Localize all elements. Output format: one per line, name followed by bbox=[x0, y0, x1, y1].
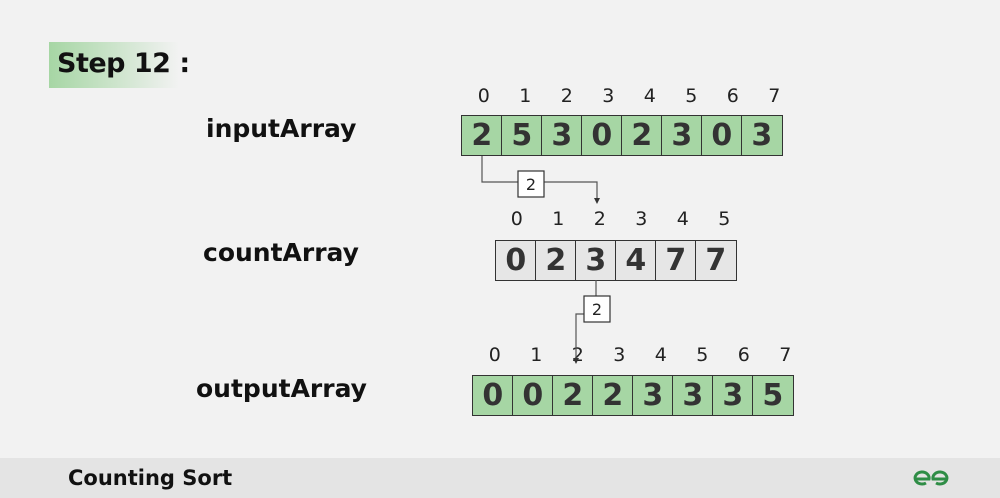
index-label: 4 bbox=[643, 85, 656, 107]
index-label: 0 bbox=[488, 344, 501, 366]
index-label: 5 bbox=[696, 344, 709, 366]
index-label: 4 bbox=[676, 208, 689, 230]
connector-2-value: 2 bbox=[592, 300, 602, 319]
footer-title: Counting Sort bbox=[68, 466, 233, 490]
array-cell: 5 bbox=[752, 375, 794, 416]
array-cell: 2 bbox=[552, 375, 594, 416]
connector-2-box bbox=[583, 295, 611, 323]
footer: Counting Sort bbox=[0, 458, 1000, 498]
index-label: 1 bbox=[519, 85, 532, 107]
array-cell: 2 bbox=[592, 375, 634, 416]
connector-1-box bbox=[517, 170, 545, 198]
input-array-label: inputArray bbox=[206, 114, 357, 143]
array-cell: 0 bbox=[472, 375, 514, 416]
index-label: 3 bbox=[602, 85, 615, 107]
connector-2-arrow bbox=[573, 358, 579, 364]
count-array-label: countArray bbox=[203, 238, 359, 267]
array-cell: 7 bbox=[655, 240, 697, 281]
index-label: 1 bbox=[530, 344, 543, 366]
index-label: 2 bbox=[593, 208, 606, 230]
index-label: 4 bbox=[654, 344, 667, 366]
array-cell: 2 bbox=[461, 115, 503, 156]
array-cell: 0 bbox=[512, 375, 554, 416]
array-cell: 3 bbox=[712, 375, 754, 416]
index-label: 5 bbox=[718, 208, 731, 230]
index-label: 2 bbox=[560, 85, 573, 107]
output-array-label: outputArray bbox=[196, 374, 367, 403]
index-label: 6 bbox=[737, 344, 750, 366]
array-cell: 3 bbox=[575, 240, 617, 281]
input-indices: 0 1 2 3 4 5 6 7 bbox=[463, 85, 795, 107]
connector-1-value: 2 bbox=[526, 175, 536, 194]
array-cell: 2 bbox=[535, 240, 577, 281]
array-cell: 3 bbox=[741, 115, 783, 156]
connector-2-line-b bbox=[575, 313, 584, 360]
array-cell: 0 bbox=[495, 240, 537, 281]
array-cell: 0 bbox=[701, 115, 743, 156]
count-indices: 0 1 2 3 4 5 bbox=[496, 208, 745, 230]
array-cell: 5 bbox=[501, 115, 543, 156]
index-label: 6 bbox=[726, 85, 739, 107]
gfg-logo-icon bbox=[913, 470, 949, 486]
index-label: 5 bbox=[685, 85, 698, 107]
step-title-banner: Step 12 : bbox=[49, 42, 190, 88]
array-cell: 4 bbox=[615, 240, 657, 281]
connector-1-arrow bbox=[594, 198, 600, 204]
array-cell: 7 bbox=[695, 240, 737, 281]
array-cell: 2 bbox=[621, 115, 663, 156]
index-label: 3 bbox=[635, 208, 648, 230]
index-label: 3 bbox=[613, 344, 626, 366]
index-label: 7 bbox=[768, 85, 781, 107]
array-cell: 0 bbox=[581, 115, 623, 156]
index-label: 1 bbox=[552, 208, 565, 230]
index-label: 0 bbox=[510, 208, 523, 230]
array-cell: 3 bbox=[661, 115, 703, 156]
step-title: Step 12 : bbox=[57, 48, 190, 79]
index-label: 0 bbox=[477, 85, 490, 107]
index-label: 7 bbox=[779, 344, 792, 366]
